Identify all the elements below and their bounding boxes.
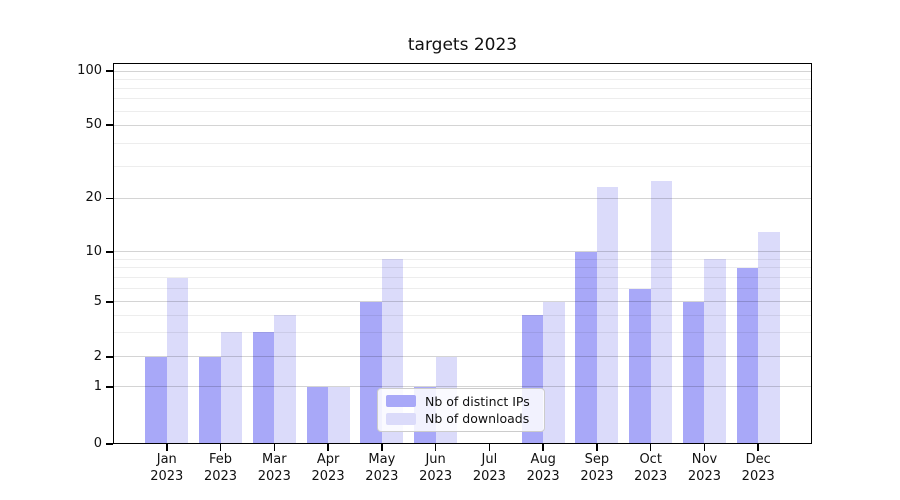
x-tick-month: Dec (745, 452, 771, 467)
x-tick-month: Nov (691, 452, 718, 467)
x-axis-tick (649, 444, 652, 451)
x-tick-month: Sep (584, 452, 610, 467)
bar-downloads-nov (704, 259, 726, 444)
bar-distinct-ips-jan (145, 356, 167, 444)
x-tick-label-oct: Oct 2023 (619, 452, 683, 485)
y-axis-tick (106, 356, 113, 358)
x-tick-label-dec: Dec 2023 (726, 452, 790, 485)
bar-distinct-ips-apr (306, 386, 329, 444)
x-tick-month: Apr (316, 452, 340, 467)
x-tick-label-feb: Feb 2023 (189, 452, 253, 485)
plot-area (113, 63, 812, 444)
x-tick-year: 2023 (526, 468, 560, 484)
bar-distinct-ips-feb (199, 356, 221, 444)
legend-swatch-distinct-ips (386, 395, 416, 408)
x-axis-tick (273, 444, 276, 451)
x-axis-tick (434, 444, 437, 451)
y-axis-tick (106, 301, 113, 303)
x-tick-year: 2023 (741, 468, 775, 484)
x-tick-year: 2023 (150, 468, 184, 484)
y-tick-label: 50 (85, 117, 102, 133)
x-tick-year: 2023 (311, 468, 345, 484)
x-axis-tick (542, 444, 544, 451)
bar-downloads-jan (166, 277, 189, 444)
x-tick-year: 2023 (203, 468, 238, 484)
bar-downloads-oct (650, 180, 673, 444)
x-tick-year: 2023 (419, 468, 453, 484)
bars-layer (113, 63, 812, 444)
y-tick-label: 20 (85, 190, 102, 206)
bar-downloads-apr (328, 386, 350, 444)
x-tick-month: Mar (262, 452, 287, 467)
y-tick-label: 1 (93, 378, 102, 394)
x-tick-month: Aug (530, 452, 556, 467)
y-tick-label: 2 (93, 348, 102, 364)
y-axis-tick (106, 124, 113, 126)
x-axis-tick (219, 444, 222, 451)
x-tick-month: May (368, 452, 396, 467)
bar-distinct-ips-dec (736, 267, 759, 444)
x-axis-tick (757, 444, 759, 451)
y-tick-label: 5 (93, 293, 102, 309)
x-axis-tick (166, 444, 168, 451)
bar-downloads-dec (758, 231, 780, 444)
x-tick-label-apr: Apr 2023 (296, 452, 360, 485)
bar-downloads-sep (596, 187, 619, 444)
x-tick-year: 2023 (634, 468, 668, 484)
y-axis-tick (106, 70, 113, 72)
legend: Nb of distinct IPs Nb of downloads (377, 388, 545, 432)
x-tick-month: Feb (209, 452, 233, 467)
x-tick-year: 2023 (472, 468, 506, 484)
legend-label-distinct-ips: Nb of distinct IPs (425, 393, 530, 409)
legend-swatch-downloads (386, 412, 416, 425)
x-tick-month: Jun (425, 452, 446, 467)
x-axis-tick (703, 444, 706, 451)
x-tick-year: 2023 (580, 468, 614, 484)
y-tick-label: 100 (77, 63, 102, 79)
x-axis-tick (596, 444, 598, 451)
x-tick-year: 2023 (257, 468, 291, 484)
legend-label-downloads: Nb of downloads (425, 411, 530, 427)
x-axis-tick (488, 444, 491, 451)
bar-distinct-ips-mar (252, 332, 275, 444)
x-tick-label-mar: Mar 2023 (242, 452, 306, 485)
x-axis-tick (381, 444, 383, 451)
x-tick-label-jul: Jul 2023 (457, 452, 521, 485)
x-axis-tick (327, 444, 329, 451)
y-tick-label: 0 (93, 436, 102, 451)
y-axis-tick (106, 443, 113, 445)
bar-downloads-mar (274, 315, 296, 444)
x-tick-label-nov: Nov 2023 (672, 452, 736, 485)
x-tick-label-sep: Sep 2023 (565, 452, 629, 485)
y-axis-tick (106, 251, 113, 253)
legend-item-distinct-ips: Nb of distinct IPs (386, 394, 536, 409)
x-tick-label-jun: Jun 2023 (404, 452, 468, 485)
x-tick-year: 2023 (687, 468, 721, 484)
y-tick-label: 10 (85, 243, 102, 259)
x-tick-year: 2023 (365, 468, 399, 484)
x-tick-month: Jul (481, 452, 498, 467)
x-tick-label-aug: Aug 2023 (511, 452, 575, 485)
bar-distinct-ips-sep (575, 251, 597, 444)
x-tick-month: Oct (639, 452, 662, 467)
bar-distinct-ips-may (360, 301, 382, 444)
x-tick-label-jan: Jan 2023 (135, 452, 199, 485)
x-tick-month: Jan (156, 452, 177, 467)
y-axis-tick (106, 197, 113, 200)
bar-distinct-ips-nov (682, 301, 705, 444)
chart-title: targets 2023 (407, 35, 518, 55)
bar-downloads-feb (220, 332, 243, 444)
bar-distinct-ips-oct (629, 288, 651, 444)
y-axis-tick (106, 386, 113, 388)
legend-item-downloads: Nb of downloads (386, 411, 536, 426)
x-tick-label-may: May 2023 (350, 452, 414, 485)
bar-downloads-aug (543, 301, 565, 444)
